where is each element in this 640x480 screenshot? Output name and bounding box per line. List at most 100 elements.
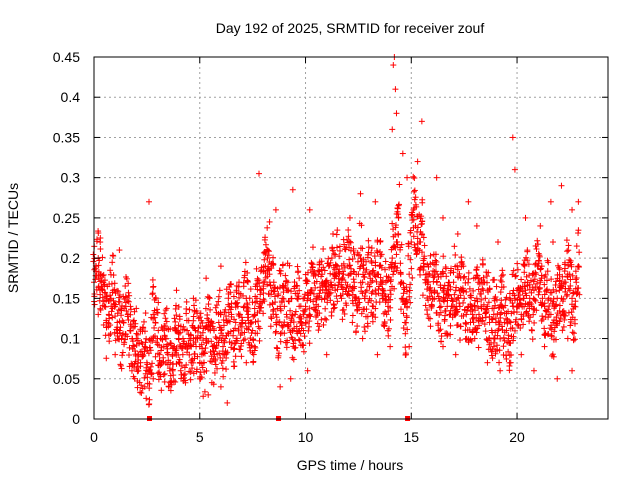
data-point: [547, 325, 554, 332]
data-point: [294, 283, 301, 290]
data-point: [245, 311, 252, 318]
data-point: [468, 294, 475, 301]
data-point: [365, 237, 372, 244]
data-point: [515, 292, 522, 299]
data-point: [395, 230, 402, 237]
data-point: [392, 222, 399, 229]
data-point: [452, 251, 459, 258]
data-point: [537, 266, 544, 273]
data-point: [215, 339, 222, 346]
data-point: [355, 295, 362, 302]
data-point: [334, 286, 341, 293]
data-point: [359, 262, 366, 269]
data-point: [95, 262, 102, 269]
data-point: [397, 246, 404, 253]
data-point: [561, 265, 568, 272]
data-point: [209, 320, 216, 327]
data-point: [203, 275, 210, 282]
data-point: [251, 312, 258, 319]
data-point: [392, 86, 399, 93]
data-point: [545, 314, 552, 321]
data-point: [322, 315, 329, 322]
data-point: [260, 283, 267, 290]
data-point: [230, 293, 237, 300]
data-point: [372, 198, 379, 205]
data-point: [343, 285, 350, 292]
data-point: [300, 311, 307, 318]
data-point: [223, 366, 230, 373]
data-point: [551, 328, 558, 335]
data-point: [197, 310, 204, 317]
data-point: [205, 301, 212, 308]
data-point: [117, 362, 124, 369]
data-point: [424, 311, 431, 318]
data-point: [224, 329, 231, 336]
data-point: [152, 319, 159, 326]
data-point: [418, 221, 425, 228]
data-point: [558, 182, 565, 189]
data-point: [457, 323, 464, 330]
data-point: [431, 295, 438, 302]
data-point: [460, 274, 467, 281]
data-point: [410, 216, 417, 223]
data-point: [413, 203, 420, 210]
data-point: [369, 313, 376, 320]
data-point: [565, 262, 572, 269]
data-point: [541, 281, 548, 288]
data-point: [99, 294, 106, 301]
data-point: [254, 330, 261, 337]
data-point: [536, 252, 543, 259]
data-point: [246, 295, 253, 302]
data-point: [304, 297, 311, 304]
data-point: [492, 347, 499, 354]
data-point: [167, 387, 174, 394]
data-point: [469, 315, 476, 322]
data-point: [514, 260, 521, 267]
data-point: [207, 306, 214, 313]
data-point: [305, 323, 312, 330]
data-point: [521, 269, 528, 276]
data-point: [332, 282, 339, 289]
data-point: [557, 284, 564, 291]
data-point: [500, 271, 507, 278]
data-point: [178, 345, 185, 352]
data-point: [400, 290, 407, 297]
data-point: [126, 344, 133, 351]
data-point: [192, 339, 199, 346]
data-point: [110, 272, 117, 279]
data-point: [475, 286, 482, 293]
data-point: [346, 214, 353, 221]
data-point: [162, 335, 169, 342]
data-point: [217, 354, 224, 361]
data-point: [420, 234, 427, 241]
data-point: [181, 338, 188, 345]
data-point: [240, 337, 247, 344]
data-point: [513, 309, 520, 316]
data-point: [573, 274, 580, 281]
data-point: [94, 236, 101, 243]
data-point: [341, 264, 348, 271]
data-point: [492, 302, 499, 309]
data-point: [500, 343, 507, 350]
data-point: [195, 315, 202, 322]
data-point: [494, 310, 501, 317]
data-point: [478, 296, 485, 303]
data-point: [575, 285, 582, 292]
data-point: [352, 297, 359, 304]
data-point: [138, 389, 145, 396]
data-point: [114, 287, 121, 294]
data-point: [334, 227, 341, 234]
data-point: [152, 353, 159, 360]
data-point: [568, 309, 575, 316]
data-point: [147, 344, 154, 351]
data-point: [485, 335, 492, 342]
data-point: [200, 350, 207, 357]
data-point: [484, 279, 491, 286]
data-point: [336, 253, 343, 260]
data-point: [267, 282, 274, 289]
data-point: [196, 314, 203, 321]
data-point: [236, 279, 243, 286]
data-point: [132, 320, 139, 327]
data-point: [441, 318, 448, 325]
data-point: [183, 305, 190, 312]
